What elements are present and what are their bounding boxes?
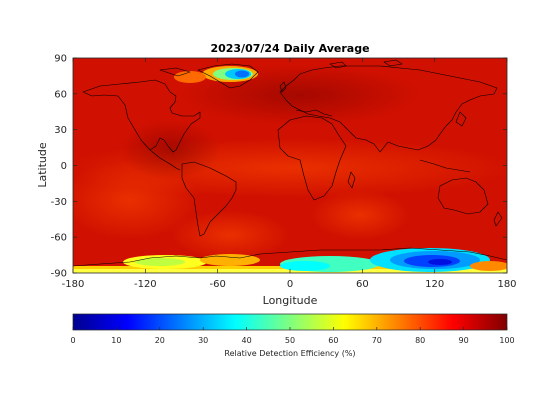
y-axis-label: Latitude (36, 142, 49, 188)
y-tick-label: 60 (54, 89, 67, 100)
south-america-coastline (181, 161, 237, 237)
africa-coastline (277, 115, 347, 201)
madagascar-coastline (347, 171, 356, 189)
y-tick-label: 30 (54, 125, 67, 136)
x-tick-label: -120 (134, 279, 157, 290)
mediterranean-coastline (295, 109, 333, 117)
y-tick-label: -90 (51, 269, 67, 280)
colorbar-tick-label: 70 (372, 336, 382, 345)
colorbar-tick-label: 10 (111, 336, 121, 345)
colorbar-tick-label: 40 (242, 336, 252, 345)
x-axis-label: Longitude (263, 294, 318, 307)
x-tick-label: 180 (497, 279, 516, 290)
colorbar-tick-label: 100 (499, 336, 514, 345)
colorbar-tick-label: 0 (70, 336, 75, 345)
greenland-coastline (197, 63, 259, 89)
europe-asia-coastline (279, 65, 498, 153)
x-tick-label: 120 (425, 279, 444, 290)
indian-ocean-bright-patch (310, 190, 410, 240)
x-axis-ticks: -180 -120 -60 0 60 120 180 (62, 58, 517, 290)
map-plot-area (73, 58, 507, 273)
colorbar-tick-label: 80 (415, 336, 425, 345)
greenland-low-efficiency-region (174, 66, 258, 83)
colorbar-tick-label: 30 (198, 336, 208, 345)
y-axis-ticks: 90 60 30 0 -30 -60 -90 (51, 54, 507, 280)
central-america-coastline (149, 149, 181, 171)
colorbar-tick-label: 90 (459, 336, 469, 345)
coastlines (73, 59, 507, 267)
y-tick-label: 90 (54, 54, 67, 65)
colorbar-ticks: 0 10 20 30 40 50 60 70 80 90 100 (70, 327, 515, 345)
y-tick-label: 0 (61, 161, 67, 172)
arctic-islands-coastline (159, 59, 403, 77)
x-tick-label: 0 (287, 279, 293, 290)
x-tick-label: 60 (356, 279, 369, 290)
colorbar-label: Relative Detection Efficiency (%) (224, 349, 355, 358)
north-america-coastline (82, 79, 201, 153)
y-tick-label: -60 (51, 233, 67, 244)
japan-coastline (455, 111, 467, 127)
antarctica-coastline (73, 247, 507, 267)
colorbar-tick-label: 20 (155, 336, 165, 345)
x-tick-label: -60 (209, 279, 225, 290)
colorbar-tick-label: 50 (285, 336, 295, 345)
pacific-bright-patch (73, 160, 200, 240)
x-tick-label: -180 (62, 279, 85, 290)
uk-coastline (279, 81, 287, 93)
new-zealand-coastline (493, 211, 503, 227)
south-pacific-darker-patch (120, 120, 220, 180)
map-title: 2023/07/24 Daily Average (210, 42, 369, 55)
y-tick-label: -30 (51, 197, 67, 208)
colorbar-tick-label: 60 (328, 336, 338, 345)
australia-coastline (437, 177, 489, 215)
southern-ocean-bright-patch (170, 210, 290, 260)
indonesia-coastline (419, 159, 471, 173)
